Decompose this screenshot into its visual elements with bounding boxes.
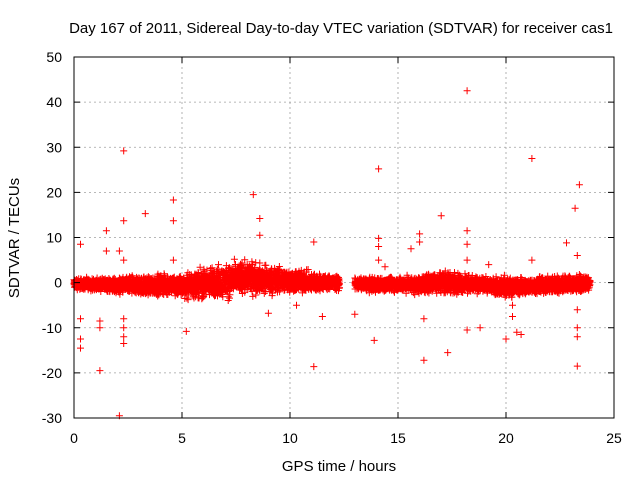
data-point — [196, 263, 204, 271]
chart-title: Day 167 of 2011, Sidereal Day-to-day VTE… — [69, 20, 613, 37]
data-marks — [70, 87, 594, 420]
data-point — [249, 292, 257, 300]
grid — [74, 57, 614, 418]
data-point — [199, 294, 207, 302]
data-point — [183, 294, 191, 302]
data-point — [230, 255, 238, 263]
data-point — [215, 261, 222, 269]
